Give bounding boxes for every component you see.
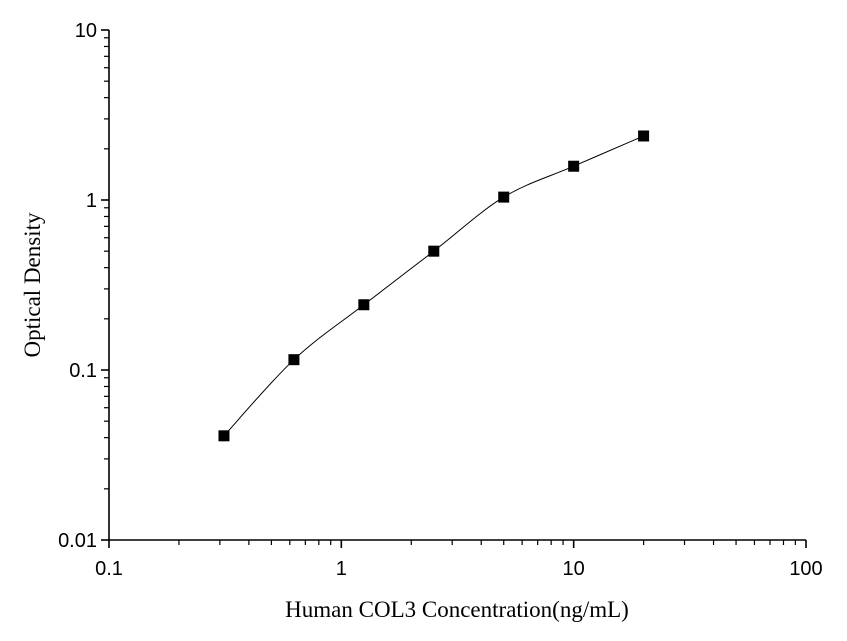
fit-line — [223, 135, 644, 437]
y-tick-label: 10 — [75, 20, 97, 42]
fit-curve — [223, 135, 644, 437]
x-tick-label: 1 — [336, 558, 347, 580]
y-tick-label: 0.01 — [58, 530, 97, 552]
data-point — [568, 160, 580, 172]
data-point — [428, 245, 440, 257]
y-tick-label: 1 — [86, 190, 97, 212]
x-axis-title: Human COL3 Concentration(ng/mL) — [285, 597, 629, 622]
data-point — [218, 430, 230, 442]
data-point — [358, 299, 370, 311]
x-tick-label: 10 — [563, 558, 585, 580]
data-points — [218, 130, 650, 442]
tick-labels: 0.1 1 10 100 0.01 0.1 1 10 — [58, 20, 823, 580]
data-point — [288, 354, 300, 366]
x-tick-label: 100 — [789, 558, 822, 580]
axes — [101, 29, 807, 548]
data-point — [638, 130, 650, 142]
y-tick-label: 0.1 — [69, 360, 97, 382]
x-tick-label: 0.1 — [95, 558, 123, 580]
y-axis-title: Optical Density — [20, 212, 45, 357]
data-point — [498, 191, 510, 203]
